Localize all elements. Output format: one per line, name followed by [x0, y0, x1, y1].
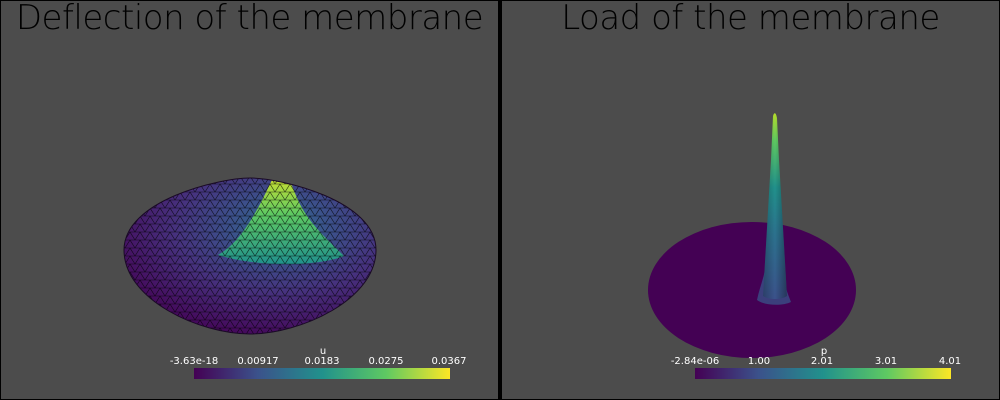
load-viewport[interactable]: Load of the membrane p -2.84e-06 1.00 2.…: [501, 0, 1000, 400]
colorbar-tick: 0.0367: [431, 356, 467, 367]
colorbar-tick: 3.01: [874, 356, 898, 367]
deflection-surface-plot: [123, 177, 377, 335]
colorbar-tick: 2.01: [810, 356, 834, 367]
colorbar-gradient: [194, 368, 450, 379]
colorbar-tick: 4.01: [938, 356, 962, 367]
colorbar-tick: 1.00: [747, 356, 771, 367]
colorbar-tick: 0.0275: [368, 356, 404, 367]
colorbar-tick: -3.63e-18: [169, 356, 219, 367]
colorbar-tick: -2.84e-06: [670, 356, 720, 367]
load-title: Load of the membrane: [561, 0, 940, 38]
deflection-viewport[interactable]: Deflection of the membrane u -3.63e-18 0…: [0, 0, 499, 400]
colorbar-title: p: [820, 346, 828, 357]
deflection-title: Deflection of the membrane: [15, 0, 484, 38]
colorbar-title: u: [319, 346, 327, 357]
colorbar-tick: 0.00917: [237, 356, 279, 367]
colorbar-tick: 0.0183: [304, 356, 340, 367]
colorbar-gradient: [695, 368, 951, 379]
load-disk: [648, 222, 856, 358]
load-surface-plot: [648, 113, 856, 358]
